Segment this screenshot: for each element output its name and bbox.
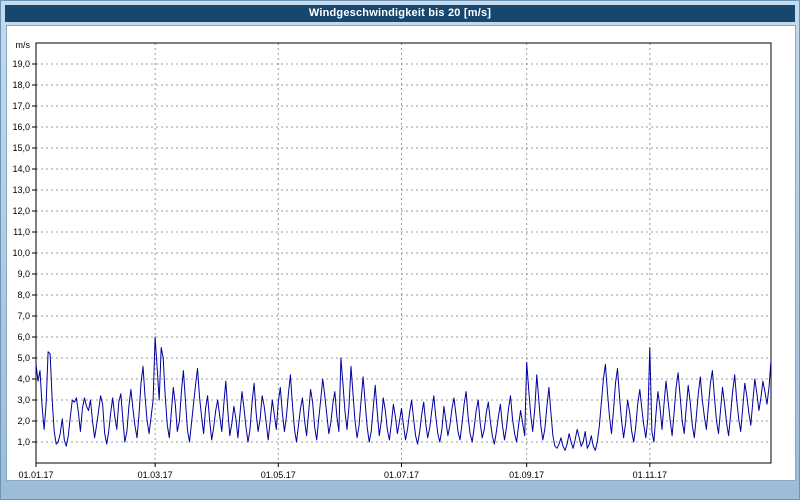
y-tick-label: 10,0 bbox=[12, 248, 30, 258]
x-tick-label: 01.11.17 bbox=[633, 470, 667, 478]
y-tick-label: 4,0 bbox=[17, 374, 30, 384]
axes bbox=[32, 42, 772, 467]
y-tick-label: 13,0 bbox=[12, 185, 30, 195]
gridlines bbox=[36, 43, 771, 463]
y-tick-label: 7,0 bbox=[17, 311, 30, 321]
y-tick-label: 12,0 bbox=[12, 206, 30, 216]
y-tick-label: 18,0 bbox=[12, 80, 30, 90]
plot-area: 1,0 2,0 3,0 4,0 5,0 6,0 7,0 8,0 9,0 10,0 11,0 12,0 1… bbox=[12, 40, 772, 480]
y-tick-label: 8,0 bbox=[17, 290, 30, 300]
wind-speed-line bbox=[35, 336, 772, 451]
x-tick-label: 01.05.17 bbox=[261, 470, 296, 478]
y-tick-label: 2,0 bbox=[17, 416, 30, 426]
y-tick-label: 19,0 bbox=[12, 59, 30, 69]
x-tick-label: 01.09.17 bbox=[509, 470, 544, 478]
x-tick-label: 01.07.17 bbox=[384, 470, 419, 478]
plot-frame bbox=[35, 42, 772, 464]
y-tick-label: 11,0 bbox=[13, 227, 30, 237]
y-tick-label: 3,0 bbox=[17, 395, 30, 405]
y-tick-label: 1,0 bbox=[17, 437, 30, 447]
x-tick-label: 01.03.17 bbox=[138, 470, 173, 478]
y-tick-label: 9,0 bbox=[17, 269, 30, 279]
y-tick-label: 17,0 bbox=[12, 101, 30, 111]
y-tick-label: 15,0 bbox=[12, 143, 30, 153]
axis-labels: 1,0 2,0 3,0 4,0 5,0 6,0 7,0 8,0 9,0 10,0 11,0 12,0 1… bbox=[12, 40, 667, 480]
y-axis-unit-label: m/s bbox=[16, 40, 31, 50]
y-tick-label: 6,0 bbox=[17, 332, 30, 342]
y-tick-label: 5,0 bbox=[17, 353, 30, 363]
chart-panel: 1,0 2,0 3,0 4,0 5,0 6,0 7,0 8,0 9,0 10,0 11,0 12,0 1… bbox=[6, 25, 796, 481]
y-tick-label: 16,0 bbox=[12, 122, 30, 132]
x-tick-label: 01.01.17 bbox=[18, 470, 53, 478]
chart-title: Windgeschwindigkeit bis 20 [m/s] bbox=[5, 5, 795, 22]
y-tick-label: 14,0 bbox=[12, 164, 30, 174]
